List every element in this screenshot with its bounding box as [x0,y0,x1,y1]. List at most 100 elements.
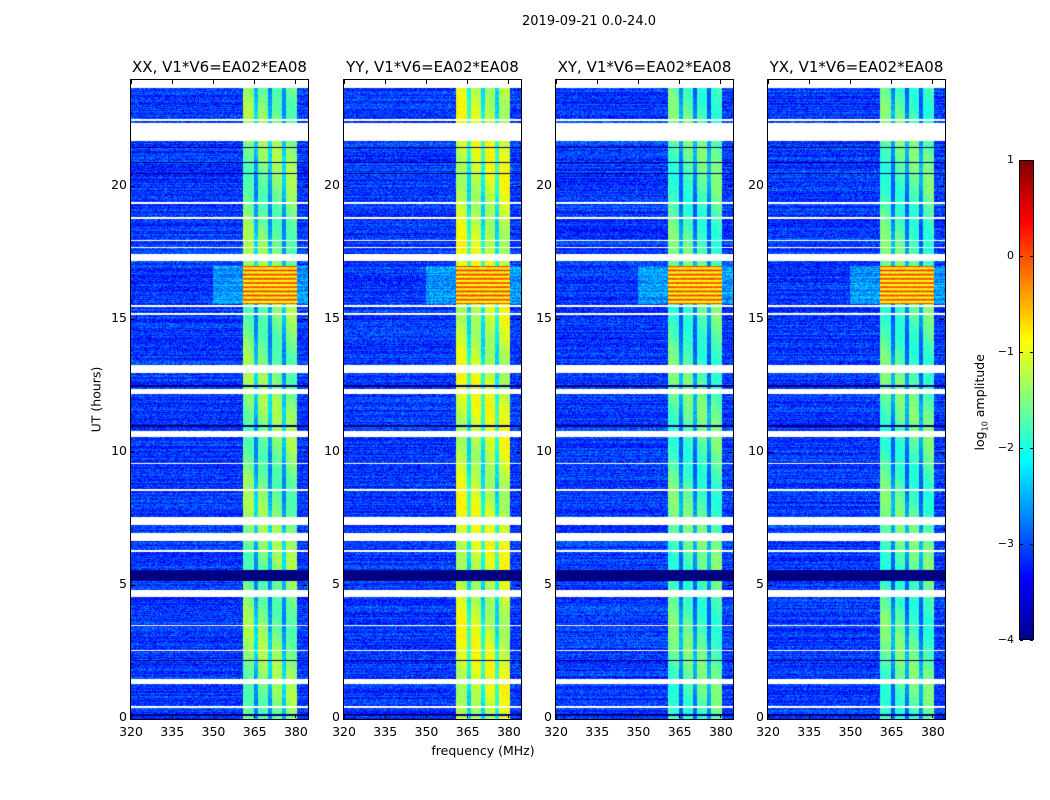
y-tick-mark [344,319,348,321]
y-tick-label: 10 [748,442,764,458]
x-tick-mark [508,714,510,718]
x-tick-mark [767,80,769,84]
x-tick-mark [596,80,598,84]
x-tick-mark [425,714,427,718]
x-tick-mark [932,80,934,84]
x-tick-label: 335 [797,724,822,739]
x-tick-mark [508,80,510,84]
y-tick-label: 0 [756,709,764,724]
x-tick-label: 350 [626,724,651,739]
x-axis-label: frequency (MHz) [431,743,535,758]
x-tick-mark [343,80,345,84]
y-tick-mark [516,186,520,187]
y-tick-mark [940,718,944,720]
x-tick-mark [130,80,132,84]
colorbar-label-sub: 10 [980,421,990,432]
y-tick-label: 15 [324,309,340,325]
y-tick-mark [516,452,520,454]
y-tick-mark [303,585,307,587]
y-tick-mark [940,186,944,187]
y-tick-mark [303,319,307,321]
colorbar-tick-label: −4 [997,633,1014,646]
y-tick-mark [344,186,348,187]
y-tick-mark [131,718,135,720]
y-tick-label: 20 [536,176,552,192]
x-tick-label: 365 [242,724,267,739]
colorbar-label: log10 amplitude [972,322,993,482]
x-tick-mark [891,80,893,84]
figure-suptitle: 2019-09-21 0.0-24.0 [522,14,656,29]
panel-xx: XX, V1*V6=EA02*EA08 320 335 350 365 380 0 5 10 1… [111,58,309,739]
colorbar-label-prefix: log [971,431,987,451]
y-tick-mark [728,186,732,187]
colorbar-tick-mark [1020,159,1023,161]
x-tick-label: 380 [496,724,521,739]
y-tick-label: 10 [536,442,552,458]
y-tick-mark [768,186,772,187]
y-tick-mark [556,452,560,454]
colorbar-tick-mark [1020,255,1023,257]
x-tick-mark [808,714,810,718]
heatmap-xx [131,80,308,719]
colorbar-tick-mark [1020,543,1023,545]
x-tick-mark [849,714,851,718]
heatmap-yy [344,80,521,719]
x-tick-label: 380 [283,724,308,739]
colorbar-tick-label: −3 [997,537,1014,550]
x-tick-mark [637,714,639,718]
x-tick-mark [467,714,469,718]
x-tick-label: 335 [585,724,610,739]
colorbar [1019,160,1034,640]
y-tick-mark [303,186,307,187]
y-tick-label: 0 [332,709,340,724]
x-tick-mark [171,714,173,718]
panel-title: YY, V1*V6=EA02*EA08 [346,58,519,76]
y-tick-mark [516,585,520,587]
colorbar-tick-mark [1020,447,1023,449]
y-tick-mark [556,186,560,187]
x-tick-label: 350 [201,724,226,739]
x-tick-mark [767,714,769,718]
y-tick-label: 5 [544,575,552,591]
colorbar-tick-mark [1030,543,1033,545]
colorbar-tick-label: 0 [1007,249,1014,262]
y-tick-mark [728,718,732,720]
colorbar-tick-mark [1030,159,1033,161]
colorbar-tick-mark [1030,447,1033,449]
x-tick-mark [254,714,256,718]
y-tick-mark [131,319,135,321]
y-tick-label: 0 [119,709,127,724]
y-tick-label: 20 [748,176,764,192]
colorbar-tick-label: −2 [997,441,1014,454]
x-tick-mark [555,714,557,718]
panel-yx: YX, V1*V6=EA02*EA08 320 335 350 365 380 0 5 10 1… [748,58,946,739]
x-tick-mark [212,80,214,84]
y-tick-mark [940,452,944,454]
y-tick-mark [556,718,560,720]
x-tick-label: 320 [332,724,356,739]
y-tick-label: 0 [544,709,552,724]
panel-title: YX, V1*V6=EA02*EA08 [769,58,944,76]
x-tick-mark [679,80,681,84]
y-tick-mark [768,319,772,321]
x-tick-mark [555,80,557,84]
y-tick-mark [728,585,732,587]
colorbar-tick-label: 1 [1007,153,1014,166]
x-tick-mark [384,714,386,718]
y-tick-mark [131,585,135,587]
panel-xy: XY, V1*V6=EA02*EA08 320 335 350 365 380 0 5 10 1… [536,58,734,739]
x-tick-mark [212,714,214,718]
x-tick-label: 320 [756,724,780,739]
y-tick-mark [131,186,135,187]
panel-title: XX, V1*V6=EA02*EA08 [132,58,307,76]
x-tick-mark [679,714,681,718]
colorbar-tick-mark [1020,639,1023,641]
colorbar-label-suffix: amplitude [971,354,987,422]
x-tick-mark [130,714,132,718]
x-tick-label: 320 [544,724,568,739]
y-tick-mark [516,718,520,720]
y-tick-label: 15 [536,309,552,325]
y-tick-mark [303,718,307,720]
panel-yy: YY, V1*V6=EA02*EA08 320 335 350 365 380 0 5 10 1… [324,58,522,739]
colorbar-tick-mark [1030,351,1033,353]
